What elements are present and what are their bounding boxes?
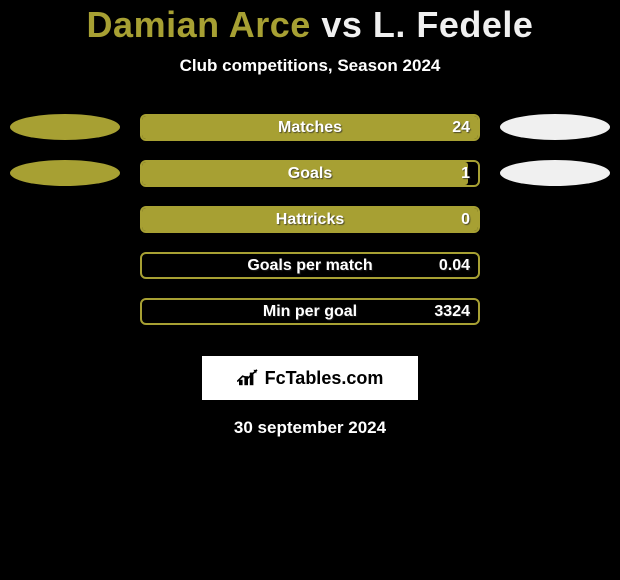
stat-bar-track: Hattricks 0 (140, 206, 480, 233)
vs-separator: vs (321, 4, 362, 45)
stat-bar-track: Matches 24 (140, 114, 480, 141)
stat-label: Hattricks (276, 211, 344, 229)
brand-text: FcTables.com (265, 368, 384, 389)
player2-marker (500, 160, 610, 186)
subtitle: Club competitions, Season 2024 (0, 56, 620, 76)
stat-row: Hattricks 0 (10, 206, 610, 252)
stat-value-right: 1 (461, 165, 470, 183)
player1-marker (10, 160, 120, 186)
brand-box: FcTables.com (202, 356, 418, 400)
stats-list: Matches 24 Goals 1 Hattricks 0 Goals per match… (0, 114, 620, 344)
stat-bar-track: Goals per match 0.04 (140, 252, 480, 279)
stat-label: Min per goal (263, 303, 357, 321)
stat-bar-track: Min per goal 3324 (140, 298, 480, 325)
stat-label: Matches (278, 119, 342, 137)
stat-row: Goals 1 (10, 160, 610, 206)
stat-value-right: 3324 (434, 303, 470, 321)
brand-chart-icon (237, 369, 259, 387)
stat-value-right: 24 (452, 119, 470, 137)
stat-value-right: 0.04 (439, 257, 470, 275)
stat-row: Min per goal 3324 (10, 298, 610, 344)
stat-row: Matches 24 (10, 114, 610, 160)
date-line: 30 september 2024 (0, 418, 620, 438)
stat-row: Goals per match 0.04 (10, 252, 610, 298)
page-title: Damian Arce vs L. Fedele (0, 4, 620, 46)
player2-marker (500, 114, 610, 140)
player2-name: L. Fedele (373, 4, 534, 45)
stat-value-right: 0 (461, 211, 470, 229)
player1-marker (10, 114, 120, 140)
stat-label: Goals per match (247, 257, 372, 275)
stat-bar-track: Goals 1 (140, 160, 480, 187)
player1-name: Damian Arce (87, 4, 311, 45)
stat-label: Goals (288, 165, 332, 183)
comparison-card: Damian Arce vs L. Fedele Club competitio… (0, 0, 620, 438)
